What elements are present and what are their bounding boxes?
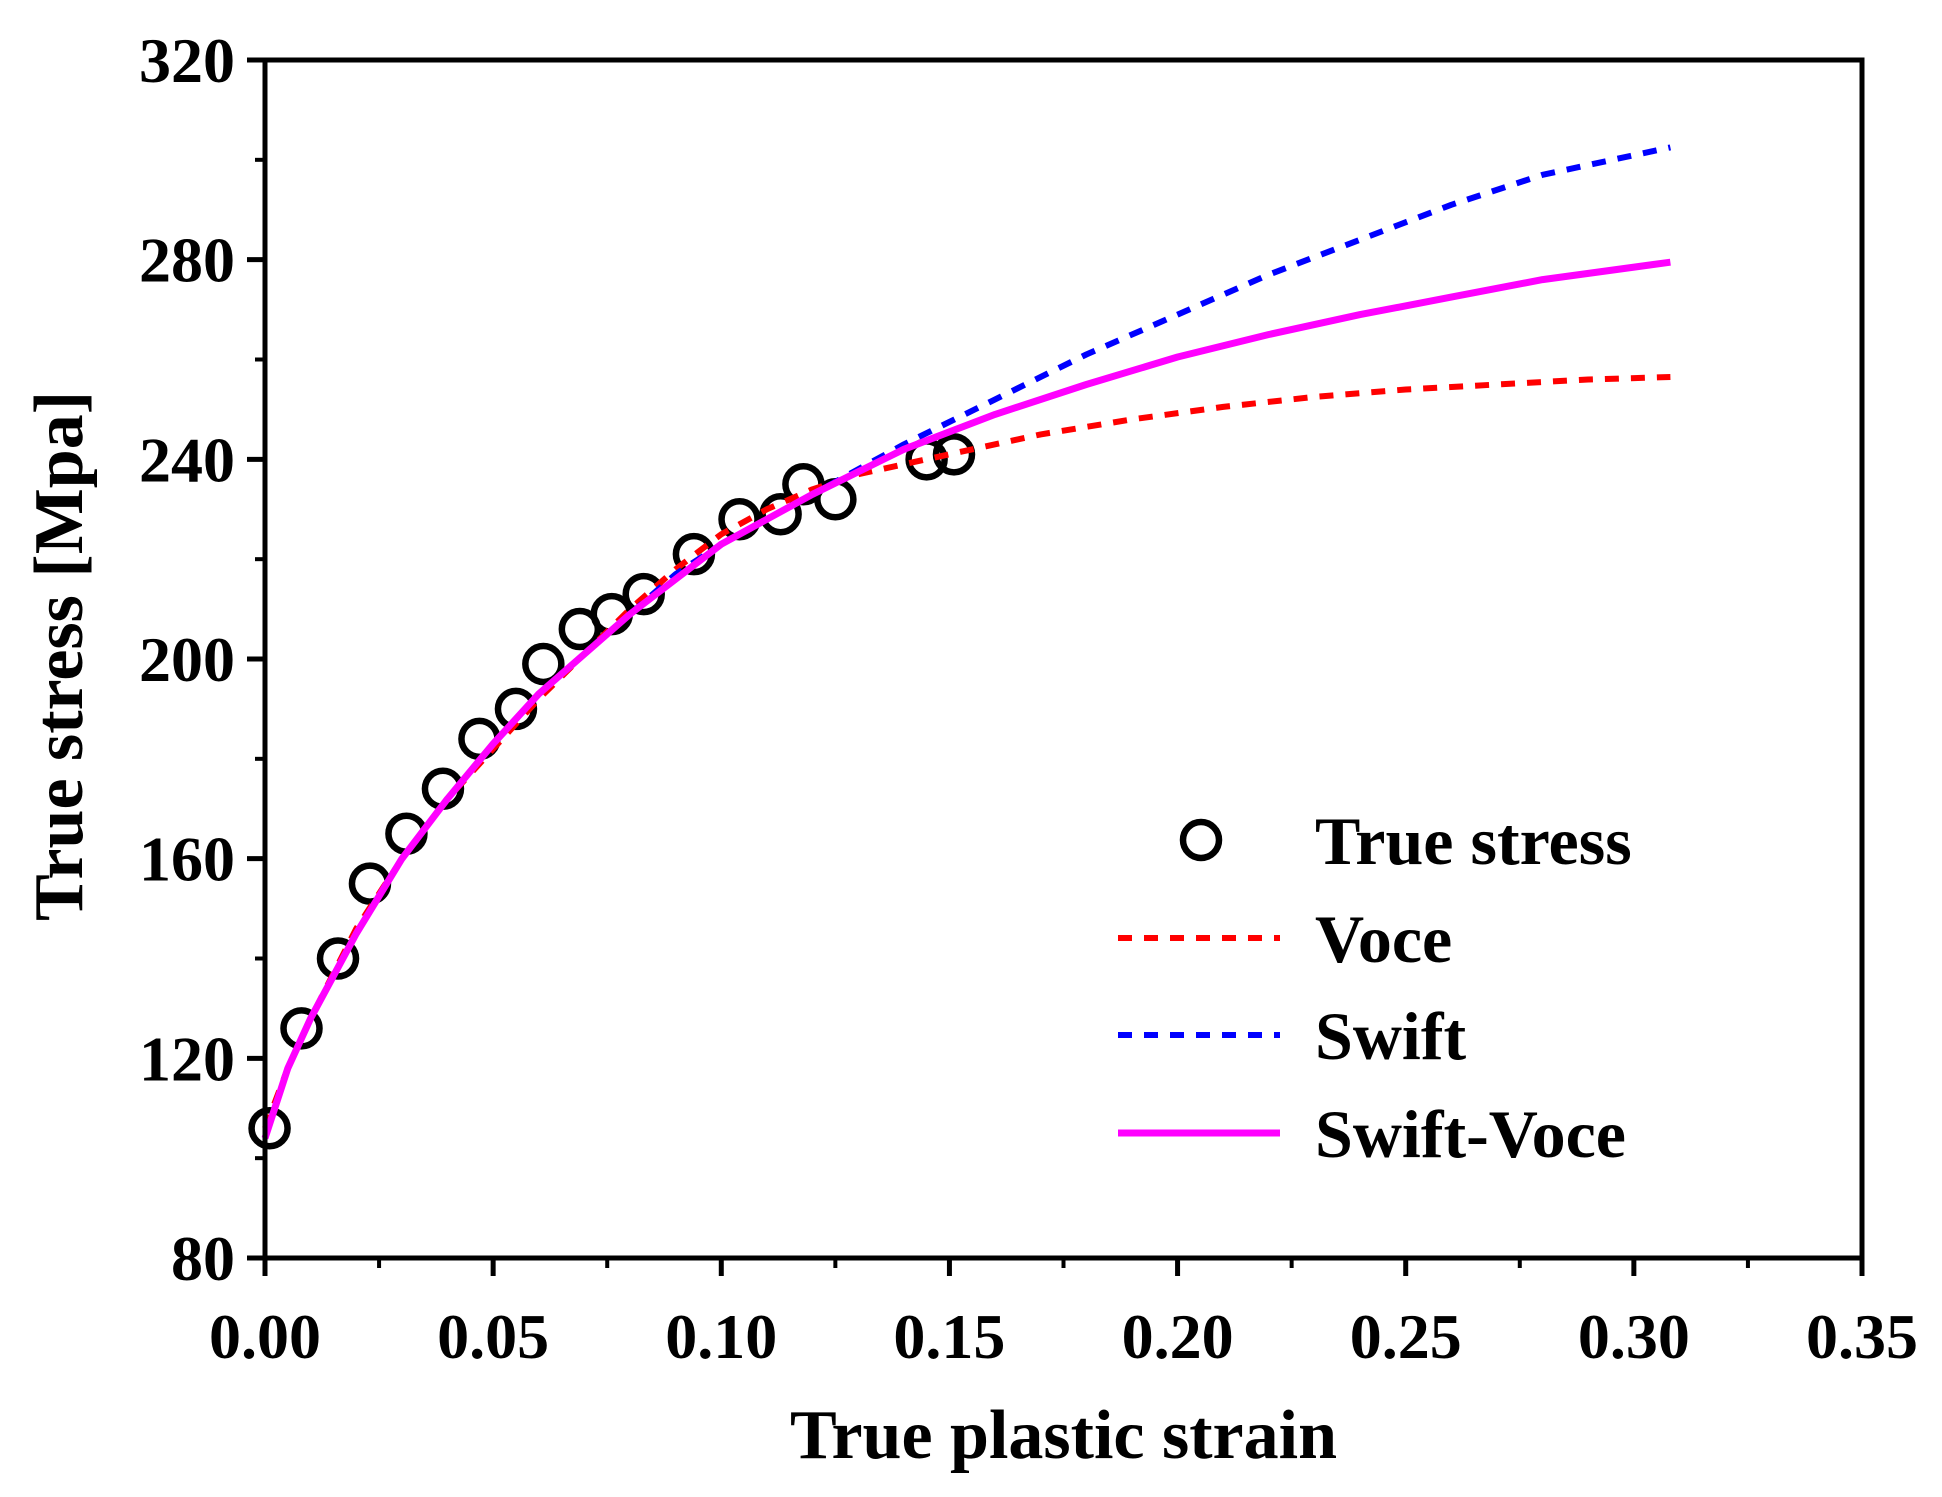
- legend-label-swift-voce: Swift-Voce: [1315, 1096, 1626, 1172]
- legend-marker-true-stress: [1179, 818, 1223, 862]
- y-tick-label: 120: [139, 1023, 235, 1094]
- y-tick-label: 280: [139, 225, 235, 296]
- series-line-voce: [262, 374, 1671, 1130]
- legend-label-voce: Voce: [1315, 901, 1452, 977]
- x-tick-label: 0.35: [1806, 1301, 1918, 1372]
- x-tick-label: 0.15: [893, 1301, 1005, 1372]
- y-tick-label: 160: [139, 824, 235, 895]
- series-layer: [248, 144, 1672, 1150]
- y-tick-label: 320: [139, 25, 235, 96]
- plot-frame: [262, 57, 1865, 1261]
- data-point: [759, 492, 802, 536]
- series-true-stress: [248, 433, 976, 1150]
- x-tick-label: 0.00: [209, 1301, 321, 1372]
- x-tick-label: 0.20: [1122, 1301, 1234, 1372]
- x-tick-label: 0.30: [1578, 1301, 1690, 1372]
- y-tick-label: 200: [139, 624, 235, 695]
- x-axis-title: True plastic strain: [790, 1397, 1337, 1474]
- legend-label-swift: Swift: [1315, 998, 1466, 1074]
- data-point: [522, 642, 565, 686]
- legend-label-true-stress: True stress: [1315, 803, 1632, 879]
- x-axis: 0.00 0.05 0.10 0.15 0.20 0.25 0.30 0.35: [209, 1258, 1918, 1372]
- series-line-swift-voce: [261, 258, 1671, 1140]
- y-tick-label: 80: [171, 1223, 235, 1294]
- y-tick-label: 240: [139, 424, 235, 495]
- y-axis-title: True stress [Mpa]: [21, 391, 98, 921]
- x-tick-label: 0.05: [437, 1301, 549, 1372]
- data-point: [316, 937, 360, 980]
- x-tick-label: 0.25: [1350, 1301, 1462, 1372]
- data-point: [248, 1106, 291, 1150]
- y-axis: 80 120 160 200 240 280 320: [139, 25, 265, 1294]
- legend: True stress Voce Swift Swift-Voce: [1118, 803, 1632, 1172]
- x-tick-label: 0.10: [665, 1301, 777, 1372]
